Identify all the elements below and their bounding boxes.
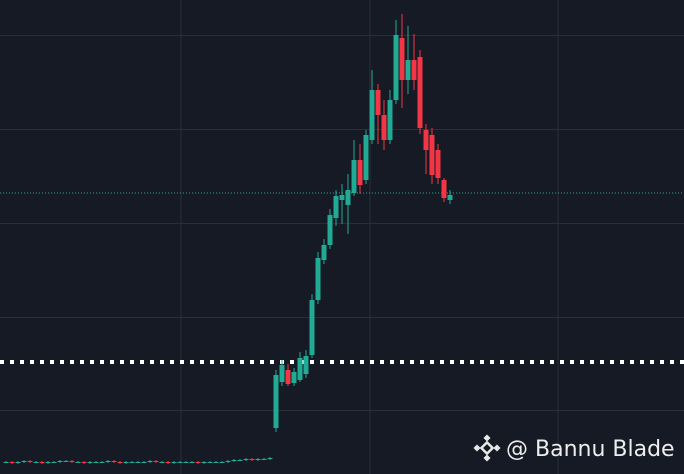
logo-diamond <box>479 440 495 456</box>
candle-body <box>201 462 207 463</box>
watermark: @ Bannu Blade <box>506 437 675 462</box>
candle-body <box>303 356 309 374</box>
candle-body <box>345 190 351 205</box>
candle-body <box>267 458 273 459</box>
logo-diamond <box>483 454 491 462</box>
candle-body <box>417 57 423 128</box>
candle-body <box>357 160 363 185</box>
candle-body <box>123 462 129 463</box>
candle-body <box>87 462 93 463</box>
candle-body <box>21 461 27 462</box>
candle-body <box>141 462 147 463</box>
candle-body <box>225 461 231 462</box>
candle-body <box>51 462 57 463</box>
candle-body <box>429 135 435 175</box>
vertical-grid <box>180 0 559 474</box>
candle-body <box>435 150 441 178</box>
candle-body <box>117 462 123 463</box>
candle-body <box>165 462 171 463</box>
candle-body <box>207 462 213 463</box>
logo <box>473 434 501 462</box>
candle-body <box>381 115 387 140</box>
candle-body <box>9 462 15 463</box>
candle-body <box>243 459 249 460</box>
logo-diamond <box>483 434 491 442</box>
candle-body <box>171 462 177 463</box>
candle-body <box>447 195 453 200</box>
candle-body <box>315 258 321 300</box>
candle-body <box>237 460 243 461</box>
candle-body <box>279 365 285 382</box>
candle-body <box>213 462 219 463</box>
candle-body <box>369 90 375 140</box>
candle-body <box>249 459 255 460</box>
candle-body <box>147 461 153 462</box>
candle-body <box>15 462 21 463</box>
candle-body <box>183 462 189 463</box>
candle-body <box>387 100 393 140</box>
candle-body <box>39 462 45 463</box>
candle-body <box>81 462 87 463</box>
candle-body <box>177 462 183 463</box>
candle-body <box>297 358 303 380</box>
candle-body <box>63 461 69 462</box>
logo-diamond <box>473 444 481 452</box>
candle-body <box>363 135 369 180</box>
candle-body <box>423 130 429 150</box>
candle-body <box>291 372 297 383</box>
logo-diamond <box>493 444 501 452</box>
candle-body <box>195 462 201 463</box>
candle-body <box>339 195 345 200</box>
candle-body <box>75 462 81 463</box>
candle-body <box>255 459 261 460</box>
candle-body <box>309 300 315 355</box>
candle-body <box>261 459 267 460</box>
candle-body <box>189 462 195 463</box>
candle-body <box>45 462 51 463</box>
candle-body <box>57 461 63 462</box>
candle-body <box>105 461 111 462</box>
candle-body <box>93 462 99 463</box>
candle-body <box>399 38 405 80</box>
candle-body <box>411 60 417 80</box>
candle-body <box>3 462 9 463</box>
candle-body <box>129 462 135 463</box>
plot <box>0 14 684 464</box>
candle-body <box>405 60 411 80</box>
candle-body <box>375 90 381 115</box>
candle-body <box>69 461 75 462</box>
candle-body <box>327 215 333 245</box>
candle-body <box>285 370 291 384</box>
candle-body <box>231 460 237 461</box>
candle-body <box>27 461 33 462</box>
candle-body <box>441 180 447 198</box>
candle-body <box>33 462 39 463</box>
candle-body <box>333 196 339 218</box>
candle-body <box>219 462 225 463</box>
candle-body <box>135 462 141 463</box>
candle-body <box>351 160 357 193</box>
candle-body <box>321 245 327 260</box>
candle-body <box>273 375 279 428</box>
candle-body <box>159 462 165 463</box>
candle-body <box>153 461 159 462</box>
candle-body <box>99 462 105 463</box>
candle-body <box>111 461 117 462</box>
candle-body <box>393 35 399 100</box>
